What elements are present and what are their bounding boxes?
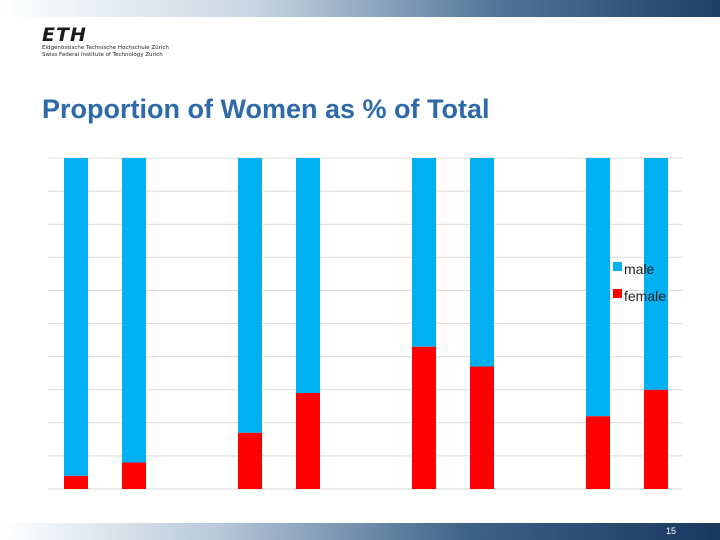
eth-logo-mark: ETH [42, 24, 87, 46]
bar-male [470, 158, 494, 367]
legend-swatch-female [613, 289, 622, 298]
bar-male [122, 158, 146, 463]
bar-male [238, 158, 262, 433]
eth-logo-line-english: Swiss Federal Institute of Technology Zu… [42, 52, 163, 58]
bar-male [586, 158, 610, 417]
eth-logo-line-german: Eidgenössische Technische Hochschule Zür… [42, 45, 169, 51]
bar-female [470, 366, 494, 489]
bar-female [586, 416, 610, 489]
bar-female [238, 432, 262, 489]
bar-male [412, 158, 436, 347]
bar-female [412, 346, 436, 489]
chart-bars [64, 158, 668, 489]
chart-gridlines [48, 157, 682, 490]
eth-logo: ETH Eidgenössische Technische Hochschule… [42, 25, 169, 59]
top-banner [0, 0, 720, 17]
bar-female [644, 389, 668, 489]
page-number: 15 [665, 526, 676, 536]
legend-swatch-male [613, 262, 622, 271]
chart-legend: male female [613, 261, 666, 304]
bar-female [122, 462, 146, 489]
bar-female [296, 393, 320, 489]
bar-male [64, 158, 88, 476]
legend-label-male: male [624, 261, 655, 277]
legend-label-female: female [624, 288, 666, 304]
bar-male [296, 158, 320, 394]
bottom-banner [0, 523, 720, 540]
bar-female [64, 475, 88, 489]
slide-title: Proportion of Women as % of Total [42, 94, 490, 124]
bar-male [644, 158, 668, 390]
